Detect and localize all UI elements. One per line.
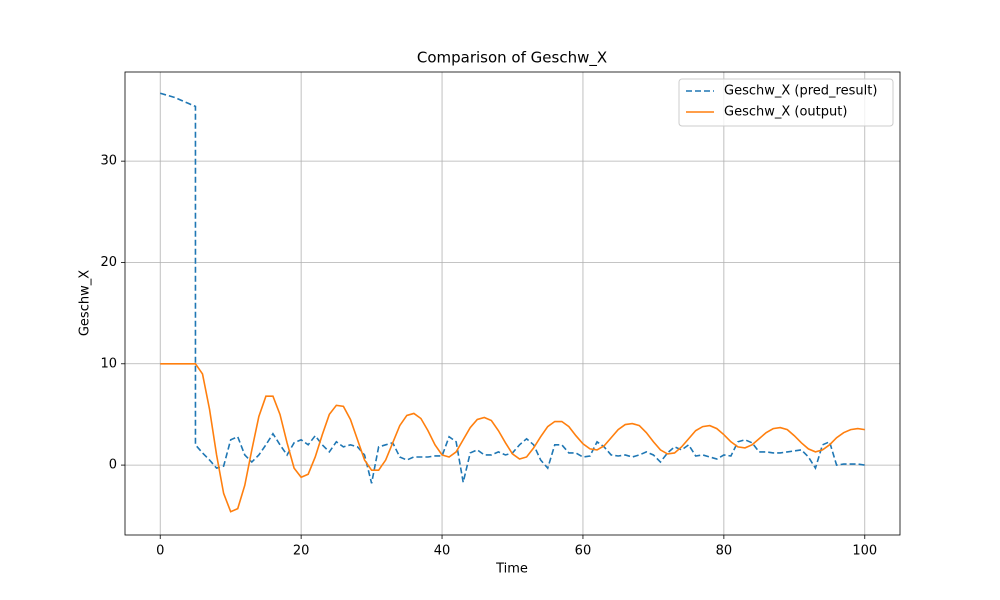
y-tick-label: 10 [100, 356, 117, 371]
y-tick-label: 20 [100, 255, 117, 270]
chart-title: Comparison of Geschw_X [417, 49, 607, 68]
series-line [160, 92, 865, 484]
x-tick-label: 20 [293, 544, 310, 559]
x-tick-label: 40 [434, 544, 451, 559]
x-axis-label: Time [495, 562, 528, 577]
y-tick-label: 30 [100, 154, 117, 169]
y-tick-label: 0 [109, 458, 117, 473]
legend-label: Geschw_X (output) [724, 105, 847, 120]
series-line [160, 362, 865, 513]
x-tick-label: 100 [852, 544, 877, 559]
plot-frame [124, 71, 901, 536]
legend-label: Geschw_X (pred_result) [724, 84, 877, 99]
x-tick-label: 80 [716, 544, 733, 559]
legend-box [678, 78, 894, 127]
x-tick-label: 60 [575, 544, 592, 559]
y-axis-label: Geschw_X [78, 270, 93, 336]
x-tick-label: 0 [156, 544, 164, 559]
